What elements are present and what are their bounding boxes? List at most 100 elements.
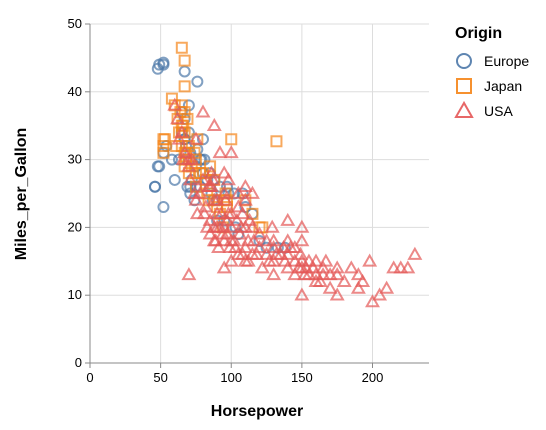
data-point <box>181 151 197 165</box>
data-point <box>188 192 204 206</box>
data-point <box>400 260 416 274</box>
data-point <box>209 192 225 206</box>
data-point <box>181 158 197 172</box>
legend-label: USA <box>484 103 513 119</box>
data-point <box>230 199 246 213</box>
data-point <box>280 246 296 260</box>
data-point <box>174 124 190 138</box>
data-point <box>213 206 229 220</box>
data-point <box>178 65 191 78</box>
data-point <box>219 212 235 226</box>
data-point <box>287 267 303 281</box>
data-point <box>225 133 238 146</box>
data-point <box>237 253 253 267</box>
data-point <box>211 239 227 254</box>
data-point <box>329 260 345 274</box>
data-point <box>365 294 380 308</box>
data-point <box>232 226 248 240</box>
data-point <box>237 219 253 233</box>
data-point <box>266 233 282 247</box>
data-point <box>308 267 324 281</box>
data-point <box>308 253 324 267</box>
data-point <box>195 172 211 186</box>
data-point <box>181 267 197 281</box>
data-point <box>246 233 262 247</box>
data-point <box>249 246 265 260</box>
data-point <box>372 287 388 301</box>
data-point <box>220 172 236 186</box>
y-tick-label: 50 <box>68 16 82 31</box>
data-point <box>188 131 204 145</box>
data-point <box>216 165 232 179</box>
x-axis-title: Horsepower <box>211 403 303 420</box>
data-point <box>379 280 395 294</box>
y-axis-title: Miles_per_Gallon <box>13 128 30 261</box>
data-point <box>171 131 187 145</box>
data-point <box>198 199 214 213</box>
y-tick-label: 40 <box>68 84 82 99</box>
data-point <box>287 239 303 254</box>
data-point <box>158 133 171 146</box>
data-point <box>216 260 232 274</box>
data-point <box>287 253 303 267</box>
data-point <box>237 192 253 206</box>
data-point <box>329 267 345 281</box>
data-point <box>280 212 296 226</box>
data-point <box>301 253 317 267</box>
legend-circle-icon <box>456 53 472 69</box>
data-point <box>276 239 291 254</box>
legend-item-japan: Japan <box>456 78 522 94</box>
data-point <box>181 112 194 125</box>
legend-item-usa: USA <box>454 100 513 119</box>
data-point <box>273 246 289 260</box>
data-point <box>157 201 170 214</box>
data-point <box>294 219 310 233</box>
data-point <box>223 145 239 159</box>
legend-square-icon <box>456 78 472 94</box>
data-point <box>218 192 234 206</box>
data-point <box>157 140 170 153</box>
legend-title: Origin <box>455 25 502 42</box>
data-point <box>178 54 191 67</box>
data-point <box>252 239 267 254</box>
data-point <box>315 267 331 281</box>
data-point <box>196 206 212 220</box>
data-point <box>280 260 296 274</box>
data-point <box>244 219 260 233</box>
x-tick-label: 200 <box>362 370 384 385</box>
data-point <box>223 206 239 220</box>
data-point <box>153 160 166 173</box>
data-point <box>301 267 317 281</box>
data-point <box>223 253 239 267</box>
legend-item-europe: Europe <box>456 53 529 69</box>
data-point <box>191 75 204 88</box>
data-point <box>386 260 402 274</box>
x-tick-label: 0 <box>86 370 93 385</box>
data-point <box>206 117 222 132</box>
data-point <box>322 280 338 294</box>
data-point <box>266 253 282 267</box>
data-point <box>355 273 371 287</box>
axes: 0 50 100 150 200 0 10 20 30 40 50 <box>68 16 429 385</box>
data-point <box>294 253 310 267</box>
data-point <box>202 226 218 240</box>
data-point <box>205 172 221 186</box>
y-tick-label: 30 <box>68 152 82 167</box>
data-point <box>343 260 359 274</box>
y-tick-label: 0 <box>75 355 82 370</box>
data-point <box>318 253 334 267</box>
data-points <box>148 41 423 308</box>
data-point <box>202 212 218 226</box>
data-point <box>168 173 181 186</box>
legend-label: Japan <box>484 78 522 94</box>
data-point <box>204 178 219 193</box>
data-point <box>165 153 178 166</box>
data-point <box>362 253 378 267</box>
data-point <box>350 267 366 281</box>
data-point <box>252 226 267 240</box>
data-point <box>254 260 270 274</box>
data-point <box>148 180 161 193</box>
legend-label: Europe <box>484 53 529 69</box>
data-point <box>329 287 345 301</box>
